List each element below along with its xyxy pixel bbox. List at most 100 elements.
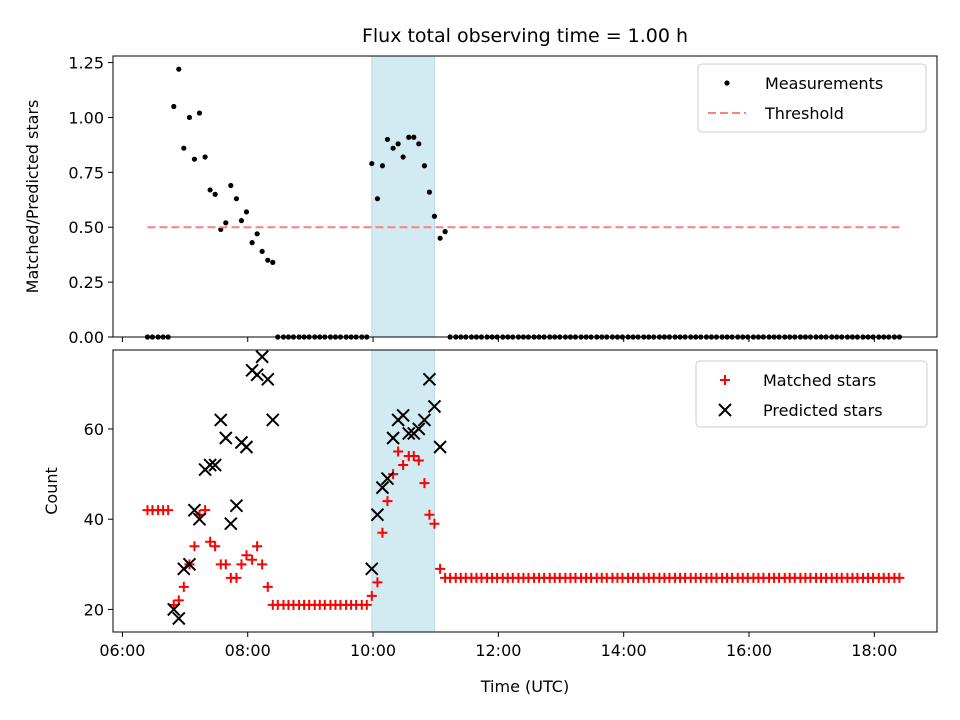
data-point bbox=[259, 248, 265, 254]
data-point bbox=[231, 572, 242, 583]
data-point bbox=[384, 136, 391, 143]
y-axis-label: Matched/Predicted stars bbox=[23, 100, 42, 294]
plot-frame bbox=[112, 349, 938, 633]
legend-marker bbox=[718, 403, 732, 417]
data-point bbox=[247, 554, 258, 565]
data-point bbox=[233, 196, 240, 202]
shaded-span bbox=[371, 55, 435, 338]
data-point bbox=[402, 426, 416, 441]
data-point bbox=[172, 611, 186, 626]
data-point bbox=[435, 563, 446, 574]
data-point bbox=[261, 372, 275, 387]
data-point bbox=[257, 559, 268, 570]
data-point bbox=[408, 451, 419, 462]
data-point bbox=[426, 189, 433, 195]
data-point bbox=[390, 145, 396, 151]
legend-label: Measurements bbox=[765, 74, 883, 93]
data-point bbox=[212, 191, 218, 197]
data-point bbox=[219, 431, 233, 445]
data-point bbox=[163, 505, 174, 516]
data-point bbox=[241, 550, 252, 561]
y-tick-label: 20 bbox=[84, 600, 104, 619]
y-tick-label: 1.00 bbox=[68, 108, 104, 127]
data-point bbox=[374, 196, 381, 202]
data-point bbox=[203, 458, 217, 472]
data-point bbox=[365, 562, 379, 576]
legend-box bbox=[695, 360, 928, 428]
x-tick-label: 10:00 bbox=[350, 641, 396, 660]
data-point bbox=[437, 235, 443, 241]
data-point bbox=[395, 141, 401, 147]
data-point bbox=[433, 440, 447, 454]
data-point bbox=[202, 154, 208, 160]
data-point bbox=[265, 257, 271, 263]
shaded-span bbox=[371, 349, 435, 633]
data-point bbox=[361, 599, 372, 610]
x-tick-label: 06:00 bbox=[99, 641, 145, 660]
data-point bbox=[254, 231, 260, 237]
data-point bbox=[398, 460, 409, 471]
plot-frame bbox=[112, 55, 938, 338]
data-point bbox=[220, 559, 231, 570]
data-point bbox=[894, 572, 905, 583]
legend-label: Threshold bbox=[764, 104, 844, 123]
data-point bbox=[252, 541, 263, 552]
y-tick-label: 60 bbox=[84, 420, 104, 439]
data-point bbox=[270, 259, 276, 265]
data-point bbox=[214, 413, 228, 427]
data-point bbox=[205, 536, 216, 547]
data-point bbox=[189, 541, 200, 552]
data-point bbox=[167, 602, 181, 617]
data-point bbox=[366, 590, 377, 601]
chart-title: Flux total observing time = 1.00 h bbox=[362, 25, 688, 47]
data-point bbox=[207, 187, 213, 193]
data-point bbox=[171, 103, 177, 110]
data-point bbox=[181, 145, 187, 151]
data-point bbox=[369, 160, 375, 167]
series-predicted-stars bbox=[167, 350, 447, 626]
y-tick-label: 0.25 bbox=[68, 273, 104, 292]
data-point bbox=[228, 182, 234, 189]
data-point bbox=[224, 517, 238, 531]
data-point bbox=[379, 163, 386, 169]
legend-label: Matched stars bbox=[763, 371, 876, 390]
data-point bbox=[429, 518, 440, 529]
data-point bbox=[208, 458, 222, 472]
y-tick-label: 0.50 bbox=[68, 218, 104, 237]
count-panel: 20 40 60 06:00 08:00 10:00 12:00 14:00 16:00 18:0… bbox=[42, 349, 938, 660]
data-point bbox=[417, 413, 432, 427]
data-point bbox=[411, 134, 417, 140]
data-point bbox=[236, 559, 247, 570]
data-point bbox=[229, 498, 244, 513]
legend: Matched stars Predicted stars bbox=[695, 360, 928, 428]
x-axis-label: Time (UTC) bbox=[480, 677, 569, 696]
data-point bbox=[442, 229, 448, 235]
data-point bbox=[372, 577, 383, 588]
data-point bbox=[210, 541, 221, 552]
data-point bbox=[178, 581, 189, 592]
data-point bbox=[431, 213, 438, 219]
data-point bbox=[375, 480, 390, 495]
legend-box bbox=[697, 63, 927, 133]
data-point bbox=[427, 399, 442, 414]
data-point bbox=[238, 218, 245, 224]
x-tick-label: 16:00 bbox=[726, 641, 772, 660]
y-tick-label: 0.75 bbox=[68, 163, 104, 182]
legend-marker bbox=[724, 80, 730, 86]
legend-label: Predicted stars bbox=[763, 401, 883, 420]
x-tick-label: 14:00 bbox=[601, 641, 647, 660]
data-point bbox=[182, 557, 197, 572]
data-point bbox=[393, 446, 404, 457]
data-point bbox=[380, 471, 395, 486]
x-tick-label: 12:00 bbox=[475, 641, 521, 660]
data-point bbox=[386, 431, 400, 445]
y-axis-label: Count bbox=[42, 467, 61, 515]
data-point bbox=[249, 240, 255, 246]
data-point bbox=[377, 527, 388, 538]
data-point bbox=[176, 66, 182, 72]
data-point bbox=[250, 368, 264, 382]
data-point bbox=[243, 209, 250, 215]
x-tick-label: 18:00 bbox=[851, 641, 897, 660]
data-point bbox=[370, 507, 385, 522]
